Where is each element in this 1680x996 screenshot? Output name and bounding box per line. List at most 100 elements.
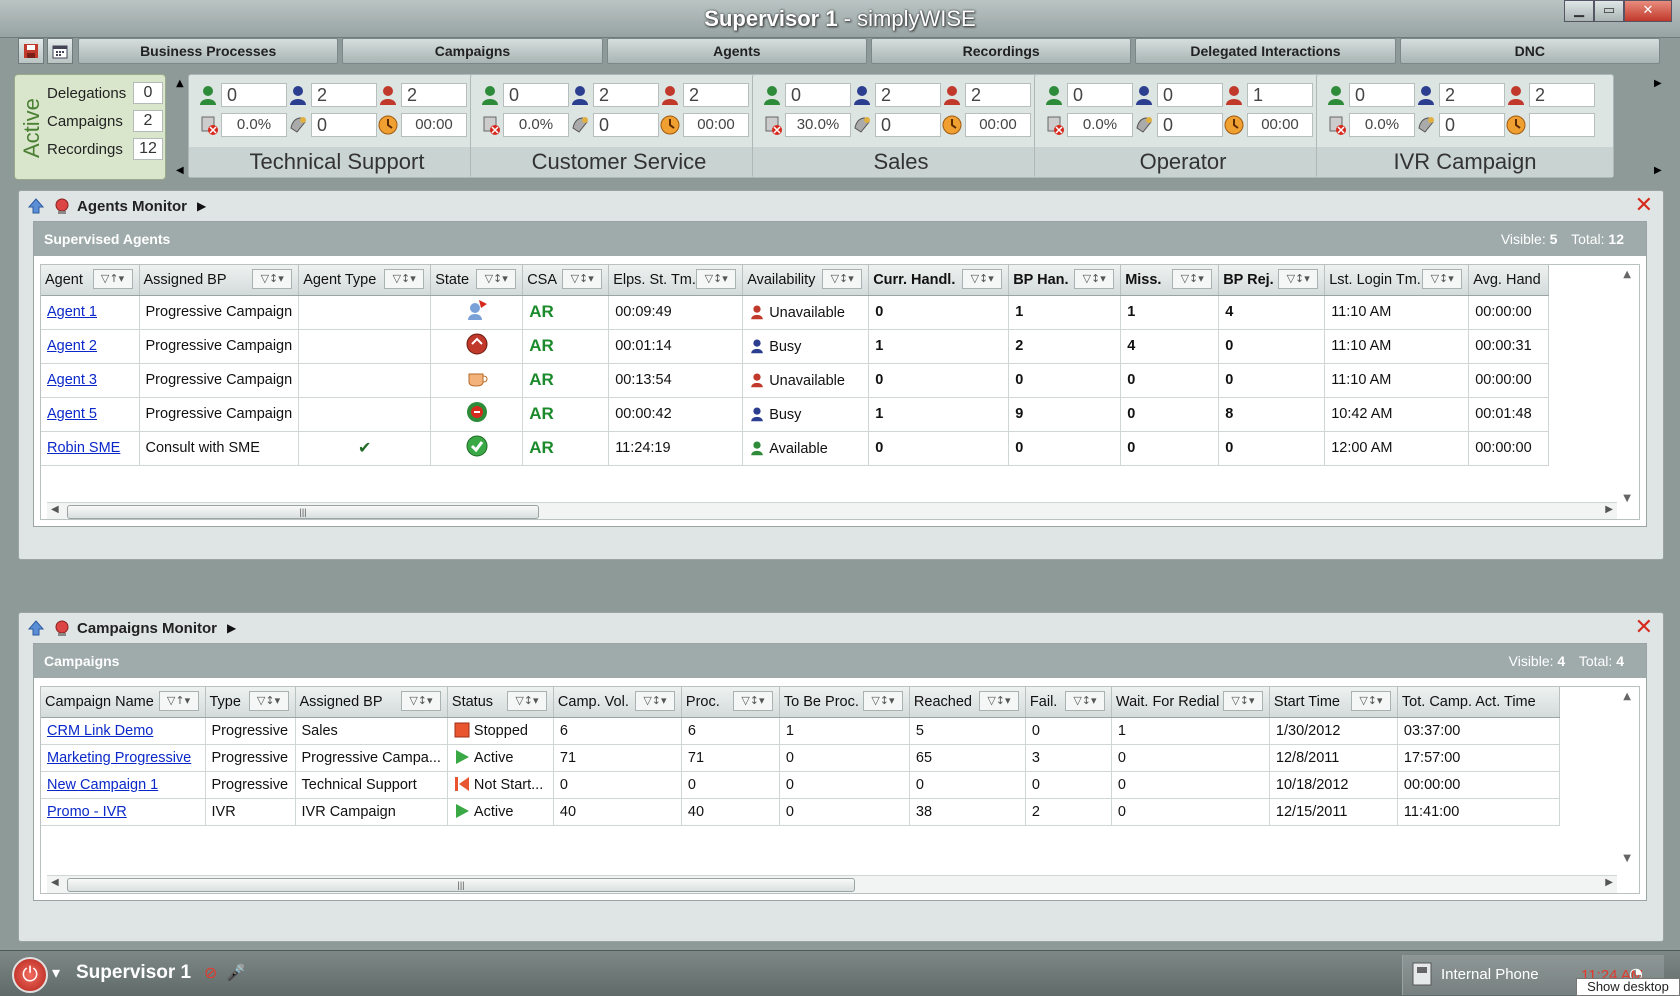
column-header-assigned-bp[interactable]: Assigned BP ▽↕▾ <box>295 687 448 718</box>
bp-card[interactable]: 0 2 2 30.0% 0 00:00 Sales <box>752 74 1050 178</box>
agent-link[interactable]: Agent 3 <box>47 372 97 388</box>
scrollbar-thumb[interactable]: ||| <box>67 505 539 519</box>
save-button[interactable] <box>18 38 44 64</box>
table-row[interactable]: Agent 5 Progressive Campaign AR 00:00:42 Bus… <box>41 397 1550 432</box>
microphone-icon[interactable]: 🎤 <box>226 963 246 982</box>
tab-campaigns[interactable]: Campaigns <box>342 38 603 64</box>
agent-link[interactable]: Agent 5 <box>47 406 97 422</box>
column-header-wait-for-redial[interactable]: Wait. For Redial ▽↕▾ <box>1111 687 1270 718</box>
tab-recordings[interactable]: Recordings <box>870 38 1132 64</box>
filter-sort-icon[interactable]: ▽↕▾ <box>1422 269 1463 289</box>
power-button[interactable]: ⏻ <box>12 957 48 993</box>
filter-sort-icon[interactable]: ▽↕▾ <box>1278 269 1319 289</box>
column-header-tot-camp-act-time[interactable]: Tot. Camp. Act. Time <box>1397 687 1560 718</box>
column-header-campaign-name[interactable]: Campaign Name ▽↑▾ <box>41 687 206 718</box>
column-header-miss[interactable]: Miss. ▽↕▾ <box>1120 265 1220 296</box>
calendar-button[interactable] <box>47 38 73 64</box>
bp-card[interactable]: 0 0 1 0.0% 0 00:00 Operator <box>1034 74 1332 178</box>
arrow-up-icon[interactable] <box>27 197 45 215</box>
filter-sort-icon[interactable]: ▽↕▾ <box>634 691 675 711</box>
column-header-status[interactable]: Status ▽↕▾ <box>447 687 554 718</box>
campaign-link[interactable]: Marketing Progressive <box>47 749 192 766</box>
filter-sort-icon[interactable]: ▽↕▾ <box>1350 691 1391 711</box>
close-window-button[interactable]: ✕ <box>1624 0 1672 22</box>
summary-row-recordings[interactable]: Recordings 12 <box>47 136 163 162</box>
filter-sort-icon[interactable]: ▽↕▾ <box>862 691 903 711</box>
column-header-elps-st-tm[interactable]: Elps. St. Tm. ▽↕▾ <box>608 265 744 296</box>
filter-sort-icon[interactable]: ▽↕▾ <box>962 269 1003 289</box>
filter-sort-icon[interactable]: ▽↑▾ <box>158 691 199 711</box>
filter-sort-icon[interactable]: ▽↕▾ <box>696 269 737 289</box>
column-header-proc[interactable]: Proc. ▽↕▾ <box>681 687 780 718</box>
scroll-down-icon[interactable]: ▼ <box>1623 853 1631 864</box>
column-header-to-be-proc[interactable]: To Be Proc. ▽↕▾ <box>779 687 910 718</box>
minimize-button[interactable]: ▁ <box>1564 0 1594 22</box>
close-icon[interactable]: ✕ <box>1634 193 1653 218</box>
filter-sort-icon[interactable]: ▽↕▾ <box>1064 691 1105 711</box>
table-row[interactable]: Agent 3 Progressive Campaign AR 00:13:54 Una… <box>41 363 1550 398</box>
scroll-down-icon[interactable]: ▼ <box>1623 493 1631 504</box>
filter-sort-icon[interactable]: ▽↕▾ <box>562 269 603 289</box>
scroll-left-icon[interactable]: ◀ <box>51 504 59 515</box>
filter-sort-icon[interactable]: ▽↕▾ <box>506 691 547 711</box>
column-header-assigned-bp[interactable]: Assigned BP ▽↕▾ <box>139 265 300 296</box>
filter-sort-icon[interactable]: ▽↕▾ <box>1222 691 1263 711</box>
tab-delegated-interactions[interactable]: Delegated Interactions <box>1135 38 1396 64</box>
campaign-link[interactable]: Promo - IVR <box>47 803 127 820</box>
power-menu-chevron-icon[interactable]: ▾ <box>52 963 61 982</box>
table-row[interactable]: Robin SME Consult with SME ✔ AR 11:24:19 Avai… <box>41 431 1550 466</box>
bp-card[interactable]: 0 2 2 0.0% 0 IVR Campaign <box>1316 74 1614 178</box>
filter-sort-icon[interactable]: ▽↕▾ <box>252 269 293 289</box>
column-header-lst-login-tm[interactable]: Lst. Login Tm. ▽↕▾ <box>1324 265 1470 296</box>
expand-arrow-icon[interactable]: ▶ <box>197 199 207 213</box>
table-row[interactable]: Agent 1 Progressive Campaign AR 00:09:49 Una… <box>41 295 1550 330</box>
bp-card[interactable]: 0 2 2 0.0% 0 00:00 Technical Support <box>188 74 486 178</box>
filter-sort-icon[interactable]: ▽↕▾ <box>1172 269 1213 289</box>
scroll-left-icon[interactable]: ◀ <box>51 877 59 888</box>
scroll-right-icon[interactable]: ▶ <box>1605 877 1613 888</box>
tab-dnc[interactable]: DNC <box>1399 38 1660 64</box>
column-header-bp-han[interactable]: BP Han. ▽↕▾ <box>1008 265 1122 296</box>
tab-agents[interactable]: Agents <box>606 38 867 64</box>
column-header-start-time[interactable]: Start Time ▽↕▾ <box>1269 687 1398 718</box>
filter-sort-icon[interactable]: ▽↕▾ <box>476 269 517 289</box>
agent-link[interactable]: Robin SME <box>47 440 121 456</box>
horizontal-scrollbar[interactable]: ◀ ||| ▶ <box>47 502 1617 519</box>
close-icon[interactable]: ✕ <box>1634 615 1653 640</box>
column-header-bp-rej[interactable]: BP Rej. ▽↕▾ <box>1218 265 1326 296</box>
strip-scroll-left[interactable]: ▲ ◀ <box>176 74 186 180</box>
table-row[interactable]: New Campaign 1 Progressive Technical Suppo… <box>41 771 1560 799</box>
arrow-up-icon[interactable] <box>27 619 45 637</box>
scroll-up-icon[interactable]: ▲ <box>1623 269 1631 280</box>
column-header-csa[interactable]: CSA ▽↕▾ <box>522 265 610 296</box>
summary-row-campaigns[interactable]: Campaigns 2 <box>47 108 163 134</box>
filter-sort-icon[interactable]: ▽↕▾ <box>732 691 773 711</box>
filter-sort-icon[interactable]: ▽↕▾ <box>822 269 863 289</box>
table-row[interactable]: Promo - IVR IVR IVR Campaign Active 40 40 0 38 2… <box>41 798 1560 826</box>
column-header-reached[interactable]: Reached ▽↕▾ <box>909 687 1026 718</box>
campaign-link[interactable]: New Campaign 1 <box>47 776 159 793</box>
filter-sort-icon[interactable]: ▽↑▾ <box>92 269 133 289</box>
filter-sort-icon[interactable]: ▽↕▾ <box>400 691 441 711</box>
column-header-agent[interactable]: Agent ▽↑▾ <box>41 265 140 296</box>
column-header-fail[interactable]: Fail. ▽↕▾ <box>1025 687 1112 718</box>
strip-scroll-right[interactable]: ▶ ▶ <box>1654 74 1664 180</box>
column-header-camp-vol[interactable]: Camp. Vol. ▽↕▾ <box>553 687 682 718</box>
column-header-avg-hand[interactable]: Avg. Hand <box>1468 265 1550 296</box>
filter-sort-icon[interactable]: ▽↕▾ <box>384 269 425 289</box>
column-header-type[interactable]: Type ▽↕▾ <box>205 687 296 718</box>
filter-sort-icon[interactable]: ▽↕▾ <box>248 691 289 711</box>
table-row[interactable]: Marketing Progressive Progressive Progress… <box>41 744 1560 772</box>
column-header-availability[interactable]: Availability ▽↕▾ <box>742 265 870 296</box>
agent-link[interactable]: Agent 2 <box>47 338 97 354</box>
horizontal-scrollbar[interactable]: ◀ ||| ▶ <box>47 875 1617 893</box>
scroll-right-icon[interactable]: ▶ <box>1605 504 1613 515</box>
table-row[interactable]: CRM Link Demo Progressive Sales Stopped 6 6 1 5… <box>41 717 1560 745</box>
filter-sort-icon[interactable]: ▽↕▾ <box>1074 269 1115 289</box>
bp-card[interactable]: 0 2 2 0.0% 0 00:00 Customer Service <box>470 74 768 178</box>
table-row[interactable]: Agent 2 Progressive Campaign AR 00:01:14 Bus… <box>41 329 1550 364</box>
filter-sort-icon[interactable]: ▽↕▾ <box>978 691 1019 711</box>
tab-business-processes[interactable]: Business Processes <box>78 38 339 64</box>
summary-row-delegations[interactable]: Delegations 0 <box>47 80 163 106</box>
column-header-state[interactable]: State ▽↕▾ <box>430 265 524 296</box>
